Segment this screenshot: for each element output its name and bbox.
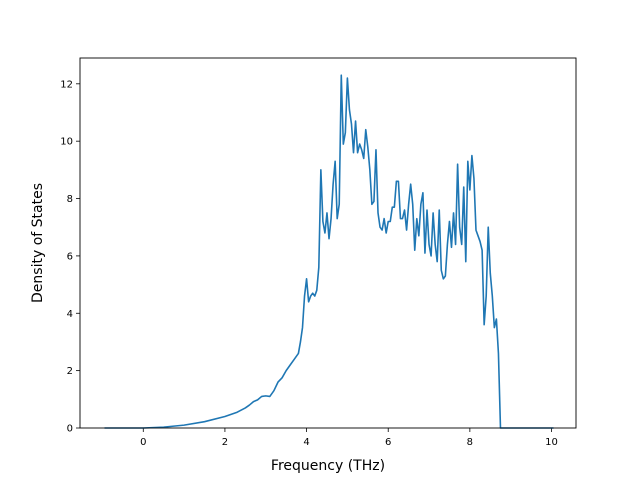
dos-series-line [104, 74, 554, 429]
y-tick-label: 12 [60, 79, 73, 90]
y-tick-label: 2 [67, 366, 73, 377]
y-tick-label: 0 [67, 424, 73, 435]
x-tick-label: 6 [385, 437, 391, 448]
x-tick-label: 8 [467, 437, 473, 448]
x-tick-label: 0 [140, 437, 146, 448]
y-axis-ticks: 0 2 4 6 8 10 12 [60, 79, 80, 435]
y-tick-label: 4 [67, 309, 73, 320]
x-axis-label: Frequency (THz) [271, 458, 385, 474]
x-tick-label: 4 [303, 437, 309, 448]
x-tick-label: 2 [222, 437, 228, 448]
y-axis-label: Density of States [30, 183, 46, 303]
plot-area [80, 58, 576, 428]
y-tick-label: 6 [67, 251, 73, 262]
y-tick-label: 8 [67, 194, 73, 205]
x-axis-ticks: 0 2 4 6 8 10 [140, 428, 558, 448]
plot-frame [79, 57, 577, 429]
x-tick-label: 10 [545, 437, 558, 448]
y-tick-label: 10 [60, 137, 73, 148]
